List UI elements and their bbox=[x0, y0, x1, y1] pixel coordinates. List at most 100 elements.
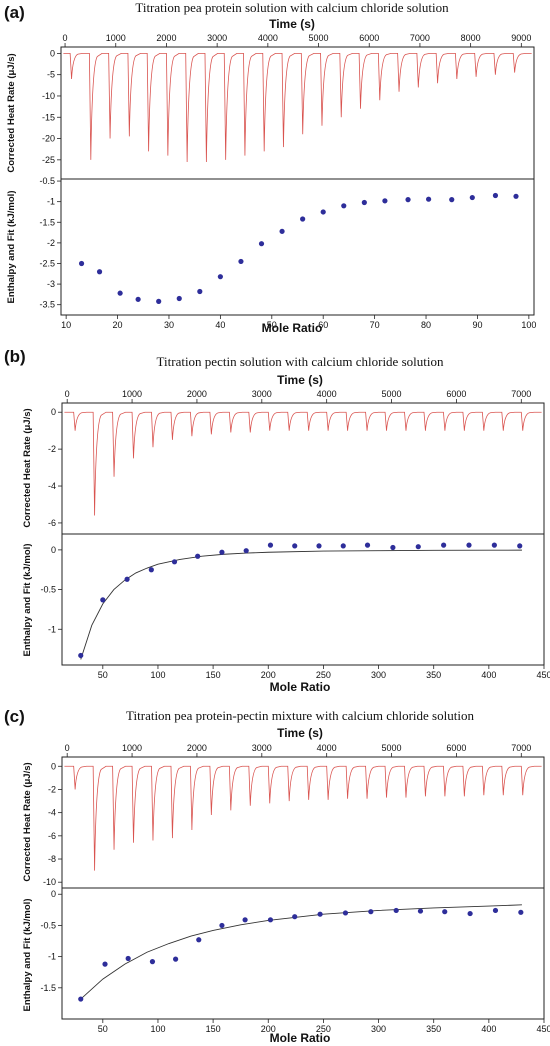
mole-ratio-tick-label-b-1: 100 bbox=[150, 670, 165, 680]
enthalpy-point-b-1 bbox=[100, 597, 106, 603]
heat-tick-label-a-0: 0 bbox=[50, 48, 55, 58]
heat-tick-label-c-4: -8 bbox=[48, 854, 56, 864]
mole-ratio-tick-label-b-4: 250 bbox=[316, 670, 331, 680]
heat-tick-label-a-5: -25 bbox=[42, 155, 55, 165]
enthalpy-point-c-16 bbox=[467, 910, 473, 917]
mole-ratio-tick-label-a-1: 20 bbox=[113, 320, 123, 330]
enthalpy-point-b-9 bbox=[292, 543, 298, 549]
enthalpy-point-a-21 bbox=[513, 193, 519, 199]
enthalpy-tick-label-a-1: -1 bbox=[47, 197, 55, 207]
enthalpy-point-b-14 bbox=[415, 544, 421, 550]
panel-title-b: Titration pectin solution with calcium c… bbox=[157, 354, 444, 369]
enthalpy-point-a-18 bbox=[449, 197, 455, 203]
time-tick-label-a-2: 2000 bbox=[156, 33, 176, 43]
enthalpy-point-c-0 bbox=[78, 996, 84, 1002]
enthalpy-point-b-17 bbox=[491, 542, 497, 548]
mole-ratio-tick-label-c-5: 300 bbox=[371, 1024, 386, 1034]
heat-rate-axis-title-a: Corrected Heat Rate (μJ/s) bbox=[6, 53, 17, 172]
enthalpy-point-a-5 bbox=[176, 295, 182, 302]
panel-b: (b) Titration pectin solution with calci… bbox=[4, 347, 550, 694]
enthalpy-tick-label-a-3: -2 bbox=[47, 238, 55, 248]
enthalpy-point-b-16 bbox=[466, 542, 472, 548]
time-tick-label-a-4: 4000 bbox=[258, 33, 278, 43]
time-tick-label-b-6: 6000 bbox=[446, 389, 466, 399]
mole-ratio-tick-label-a-0: 10 bbox=[61, 320, 71, 330]
enthalpy-axis-title-b: Enthalpy and Fit (kJ/mol) bbox=[22, 544, 33, 657]
mole-ratio-tick-label-b-0: 50 bbox=[98, 670, 108, 680]
enthalpy-plot-frame-a bbox=[60, 178, 535, 316]
enthalpy-point-a-12 bbox=[320, 209, 326, 215]
time-axis-title-b: Time (s) bbox=[277, 373, 323, 387]
enthalpy-point-a-20 bbox=[492, 192, 499, 199]
panel-title-c: Titration pea protein-pectin mixture wit… bbox=[126, 708, 474, 723]
heat-rate-trace-a bbox=[63, 52, 532, 162]
fit-curve-c bbox=[80, 904, 522, 1000]
enthalpy-point-b-11 bbox=[340, 543, 346, 549]
enthalpy-point-b-12 bbox=[364, 542, 371, 548]
mole-ratio-tick-label-c-1: 100 bbox=[150, 1024, 165, 1034]
time-tick-label-a-6: 6000 bbox=[359, 33, 379, 43]
mole-ratio-tick-label-c-2: 150 bbox=[206, 1024, 221, 1034]
time-tick-label-b-0: 0 bbox=[65, 389, 70, 399]
mole-ratio-tick-label-a-3: 40 bbox=[215, 320, 225, 330]
enthalpy-point-c-7 bbox=[242, 917, 248, 923]
time-tick-label-c-7: 7000 bbox=[511, 743, 531, 753]
enthalpy-point-a-15 bbox=[382, 198, 388, 204]
enthalpy-tick-label-b-1: -0.5 bbox=[40, 585, 56, 595]
mole-ratio-tick-label-a-8: 90 bbox=[472, 320, 482, 330]
enthalpy-point-c-2 bbox=[125, 955, 131, 962]
mole-ratio-tick-label-c-8: 450 bbox=[536, 1024, 550, 1034]
enthalpy-point-a-4 bbox=[156, 298, 162, 304]
enthalpy-point-b-3 bbox=[148, 567, 154, 573]
chart-marks-c: 0 1000 2000 3000 4000 5000 6000 70000-2-4-6-8-1… bbox=[40, 743, 550, 1034]
enthalpy-point-a-10 bbox=[279, 228, 285, 234]
time-tick-label-b-2: 2000 bbox=[187, 389, 207, 399]
time-tick-label-b-7: 7000 bbox=[511, 389, 531, 399]
enthalpy-point-b-10 bbox=[316, 543, 322, 549]
enthalpy-point-b-5 bbox=[195, 553, 201, 559]
enthalpy-point-c-13 bbox=[393, 907, 399, 914]
enthalpy-point-a-16 bbox=[405, 197, 411, 203]
time-tick-label-a-5: 5000 bbox=[309, 33, 329, 43]
time-tick-label-c-1: 1000 bbox=[122, 743, 142, 753]
mole-ratio-tick-label-b-7: 400 bbox=[481, 670, 496, 680]
enthalpy-plot-frame-b bbox=[61, 533, 545, 666]
enthalpy-point-c-14 bbox=[417, 908, 424, 914]
panel-label-b: (b) bbox=[4, 347, 26, 366]
enthalpy-point-c-8 bbox=[267, 917, 274, 923]
heat-tick-label-b-2: -4 bbox=[48, 481, 56, 491]
enthalpy-tick-label-a-4: -2.5 bbox=[39, 258, 55, 268]
time-tick-label-c-3: 3000 bbox=[252, 743, 272, 753]
enthalpy-point-a-11 bbox=[300, 216, 306, 222]
time-tick-label-a-3: 3000 bbox=[207, 33, 227, 43]
time-tick-label-b-5: 5000 bbox=[382, 389, 402, 399]
time-tick-label-c-4: 4000 bbox=[317, 743, 337, 753]
heat-rate-trace-b bbox=[64, 411, 542, 516]
panel-c: (c) Titration pea protein-pectin mixture… bbox=[4, 707, 550, 1045]
heat-rate-plot-frame-a bbox=[60, 46, 535, 180]
mole-ratio-tick-label-a-7: 80 bbox=[421, 320, 431, 330]
heat-tick-label-a-2: -10 bbox=[42, 91, 55, 101]
mole-ratio-tick-label-c-0: 50 bbox=[98, 1024, 108, 1034]
enthalpy-point-a-0 bbox=[78, 260, 85, 267]
enthalpy-point-c-3 bbox=[149, 959, 156, 965]
time-tick-label-a-9: 9000 bbox=[511, 33, 531, 43]
time-tick-label-c-5: 5000 bbox=[382, 743, 402, 753]
enthalpy-point-b-18 bbox=[517, 543, 523, 549]
enthalpy-point-a-3 bbox=[135, 296, 141, 302]
enthalpy-point-a-13 bbox=[341, 203, 347, 209]
heat-rate-axis-title-b: Corrected Heat Rate (μJ/s) bbox=[22, 408, 33, 527]
heat-tick-label-c-2: -4 bbox=[48, 808, 56, 818]
enthalpy-point-b-2 bbox=[124, 576, 130, 582]
mole-ratio-tick-label-a-4: 50 bbox=[267, 320, 277, 330]
mole-ratio-tick-label-b-3: 200 bbox=[261, 670, 276, 680]
enthalpy-point-b-8 bbox=[267, 542, 274, 548]
heat-tick-label-c-1: -2 bbox=[48, 784, 56, 794]
mole-ratio-axis-title-b: Mole Ratio bbox=[270, 680, 331, 694]
enthalpy-point-c-9 bbox=[292, 914, 298, 920]
time-tick-label-a-8: 8000 bbox=[461, 33, 481, 43]
heat-rate-plot-frame-b bbox=[61, 402, 545, 535]
enthalpy-axis-title-c: Enthalpy and Fit (kJ/mol) bbox=[22, 899, 33, 1012]
mole-ratio-tick-label-b-5: 300 bbox=[371, 670, 386, 680]
